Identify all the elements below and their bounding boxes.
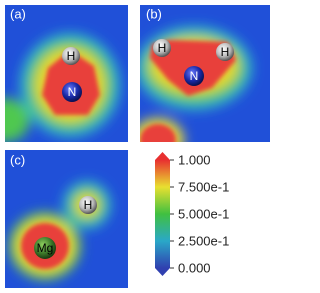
tick-label: 2.500e-1	[178, 234, 229, 249]
atom	[153, 39, 171, 57]
atom-label: N	[68, 85, 77, 99]
panel-a: (a) H N	[5, 5, 128, 142]
atom-label: N	[190, 69, 199, 83]
atom	[184, 66, 204, 86]
tick-label: 1.000	[178, 153, 211, 168]
atom-label: H	[84, 198, 93, 212]
atom	[216, 43, 234, 61]
atom	[79, 196, 97, 214]
tick-label: 5.000e-1	[178, 207, 229, 222]
atom-label: H	[221, 45, 230, 59]
tick-label: 0.000	[178, 261, 211, 276]
atom-label: H	[158, 41, 167, 55]
atom	[34, 237, 56, 259]
atom	[62, 82, 82, 102]
panel-b: (b) H H N	[140, 5, 270, 142]
colorbar-arrow	[155, 152, 170, 160]
panel-label: (a)	[10, 7, 26, 22]
colorbar	[155, 152, 170, 276]
colorbar-scale	[155, 160, 170, 268]
panel-label: (c)	[10, 153, 25, 168]
tick-label: 7.500e-1	[178, 180, 229, 195]
panel-c: (c) H Mg	[5, 150, 128, 288]
atom-label: Mg	[37, 241, 54, 255]
colorbar-arrow	[155, 268, 170, 276]
atom-label: H	[67, 49, 76, 63]
panel-label: (b)	[146, 7, 162, 22]
atom	[62, 47, 80, 65]
figure: (a) H N (b) H H N (	[5, 5, 270, 288]
